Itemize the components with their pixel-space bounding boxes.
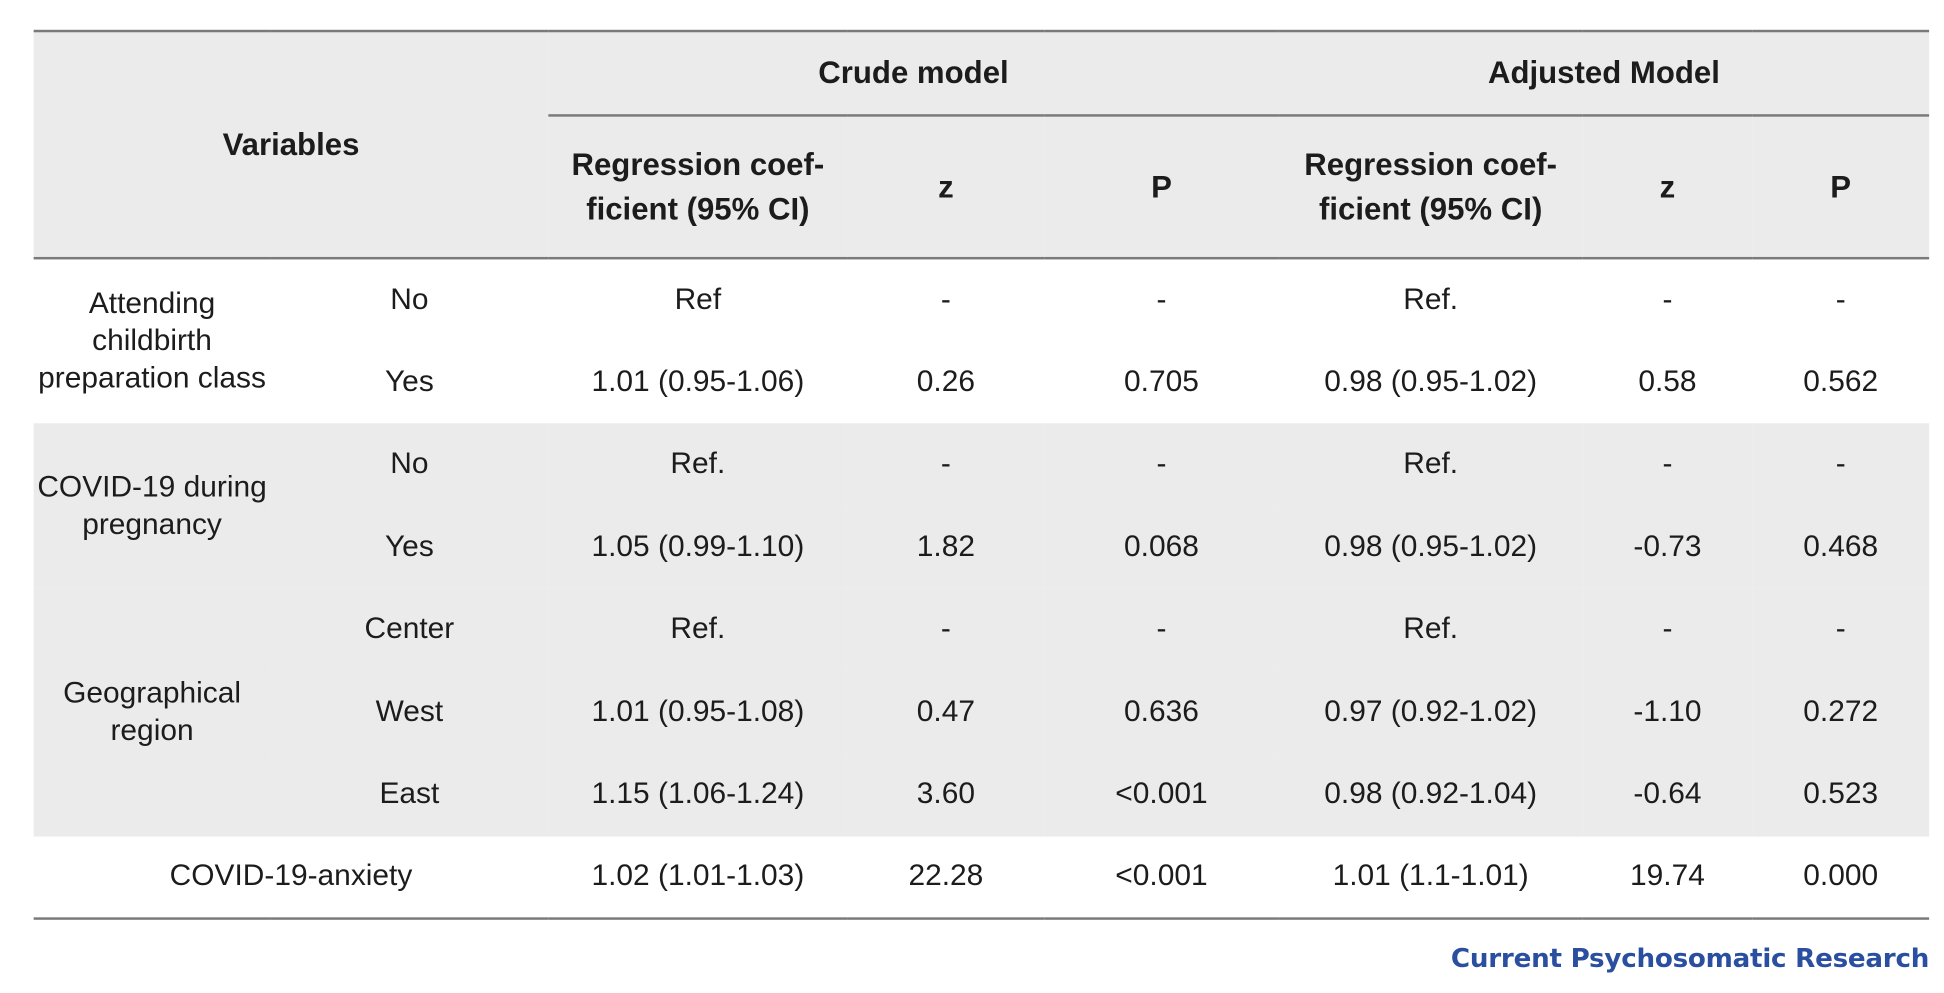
table-row: Yes 1.01 (0.95-1.06) 0.26 0.705 0.98 (0.… [33, 340, 1930, 424]
adjusted-p-cell: 0.468 [1803, 529, 1879, 564]
level-cell: No [390, 447, 429, 481]
crude-p-cell: - [1156, 612, 1167, 646]
adjusted-coef-cell: 0.98 (0.95-1.02) [1324, 364, 1538, 399]
adjusted-p-cell: 0.272 [1803, 694, 1879, 729]
adjusted-p-cell: - [1835, 282, 1846, 317]
crude-z-cell: 0.26 [916, 364, 975, 399]
adjusted-coef-cell: Ref. [1403, 282, 1459, 317]
adjusted-z-cell: - [1662, 447, 1673, 481]
table-row: Yes 1.05 (0.99-1.10) 1.82 0.068 0.98 (0.… [33, 505, 1930, 589]
header-crude-model: Crude model [548, 31, 1279, 117]
crude-coef-cell: Ref. [670, 612, 726, 646]
adjusted-p-cell: 0.523 [1803, 777, 1879, 811]
crude-z-cell: 22.28 [908, 859, 984, 893]
adjusted-coef-cell: 1.01 (1.1-1.01) [1332, 859, 1529, 893]
table-row: COVID-19 during pregnancy No Ref. - - Re… [33, 423, 1930, 541]
crude-coef-cell: Ref. [670, 447, 726, 481]
crude-p-cell: 0.068 [1124, 529, 1199, 564]
header-crude-coef-l1: Regression coef- [571, 147, 825, 182]
level-cell: Center [364, 612, 455, 646]
header-crude-z: z [938, 169, 954, 205]
header-adjusted-coef-l2: ficient (95% CI) [1319, 191, 1543, 227]
adjusted-coef-cell: 0.98 (0.92-1.04) [1324, 777, 1538, 811]
header-crude-coef: Regression coef-ficient (95% CI) [548, 115, 847, 258]
crude-z-cell: - [940, 612, 951, 646]
header-adjusted-coef-l1: Regression coef- [1304, 147, 1558, 182]
crude-coef-cell: 1.05 (0.99-1.10) [591, 529, 805, 564]
adjusted-z-cell: -1.10 [1633, 694, 1702, 729]
adjusted-z-cell: - [1662, 282, 1673, 317]
group-childbirth-class: Attending childbirth preparation class N… [33, 258, 1930, 424]
crude-p-cell: <0.001 [1115, 859, 1208, 893]
crude-p-cell: 0.636 [1124, 694, 1199, 729]
adjusted-p-cell: - [1835, 612, 1846, 646]
group-geographical-region: Geographical region Center Ref. - - Ref.… [33, 588, 1930, 837]
table-row: East 1.15 (1.06-1.24) 3.60 <0.001 0.98 (… [33, 753, 1930, 837]
crude-coef-cell: Ref [674, 282, 722, 317]
adjusted-p-cell: 0.562 [1803, 364, 1879, 399]
adjusted-coef-cell: Ref. [1403, 447, 1459, 481]
variable-label: Attending childbirth preparation class [38, 286, 266, 395]
header-adjusted-model: Adjusted Model [1278, 31, 1930, 117]
header-adjusted-p: P [1830, 169, 1852, 205]
group-covid-anxiety: COVID-19-anxiety 1.02 (1.01-1.03) 22.28 … [33, 836, 1930, 919]
table-row: Attending childbirth preparation class N… [33, 258, 1930, 395]
level-cell: West [375, 694, 444, 729]
variable-label: COVID-19 during pregnancy [37, 469, 267, 541]
level-cell: Yes [384, 364, 434, 399]
adjusted-p-cell: - [1835, 447, 1846, 481]
group-covid-pregnancy: COVID-19 during pregnancy No Ref. - - Re… [33, 423, 1930, 589]
crude-p-cell: 0.705 [1124, 364, 1199, 399]
adjusted-z-cell: 19.74 [1630, 859, 1705, 893]
header-crude-coef-l2: ficient (95% CI) [586, 191, 810, 227]
header-crude-p: P [1151, 169, 1172, 205]
crude-p-cell: <0.001 [1115, 777, 1208, 811]
crude-z-cell: - [940, 282, 951, 317]
crude-p-cell: - [1156, 447, 1167, 481]
table-row: Geographical region Center Ref. - - Ref.… [33, 588, 1930, 747]
header-adjusted-coef: Regression coef-ficient (95% CI) [1279, 115, 1583, 258]
adjusted-z-cell: - [1662, 612, 1673, 646]
adjusted-coef-cell: Ref. [1403, 612, 1459, 646]
adjusted-coef-cell: 0.97 (0.92-1.02) [1324, 694, 1538, 729]
crude-z-cell: 0.47 [916, 694, 975, 729]
crude-z-cell: 1.82 [916, 529, 975, 564]
crude-coef-cell: 1.15 (1.06-1.24) [591, 777, 805, 811]
crude-z-cell: - [940, 447, 951, 481]
crude-coef-cell: 1.01 (0.95-1.06) [591, 364, 805, 399]
crude-p-cell: - [1156, 282, 1167, 317]
crude-z-cell: 3.60 [916, 777, 975, 811]
variable-label: Geographical region [63, 676, 241, 747]
adjusted-p-cell: 0.000 [1803, 859, 1879, 893]
table-row: COVID-19-anxiety 1.02 (1.01-1.03) 22.28 … [33, 836, 1930, 919]
header-variables: Variables [222, 127, 360, 162]
variable-label: COVID-19-anxiety [169, 859, 413, 893]
adjusted-z-cell: -0.64 [1633, 777, 1702, 811]
level-cell: Yes [384, 529, 434, 564]
adjusted-coef-cell: 0.98 (0.95-1.02) [1324, 529, 1538, 564]
level-cell: East [379, 777, 440, 811]
adjusted-z-cell: -0.73 [1633, 529, 1702, 564]
table-header: Variables Crude model Adjusted Model Reg… [33, 31, 1930, 259]
table-row: West 1.01 (0.95-1.08) 0.47 0.636 0.97 (0… [33, 670, 1930, 754]
adjusted-z-cell: 0.58 [1638, 364, 1697, 399]
level-cell: No [390, 282, 429, 317]
crude-coef-cell: 1.01 (0.95-1.08) [591, 694, 805, 729]
header-adjusted-z: z [1659, 169, 1676, 205]
journal-credit: Current Psychosomatic Research [1450, 943, 1930, 974]
regression-table: Variables Crude model Adjusted Model Reg… [33, 30, 1930, 920]
crude-coef-cell: 1.02 (1.01-1.03) [591, 859, 805, 893]
